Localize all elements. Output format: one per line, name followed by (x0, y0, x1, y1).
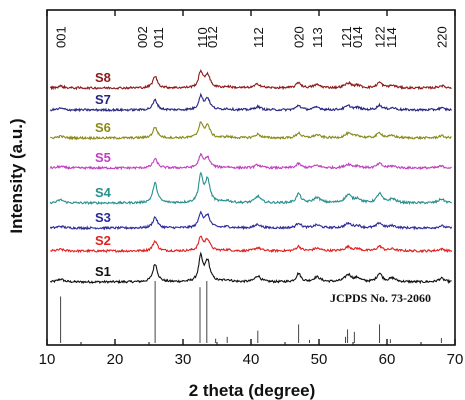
peak-label: 002 (135, 26, 150, 48)
series-line-s3 (49, 210, 453, 231)
x-tick-label: 10 (39, 351, 56, 368)
peak-label: 113 (310, 27, 325, 48)
series-line-s5 (49, 152, 452, 171)
series-label-s7: S7 (95, 92, 111, 107)
series-label-s6: S6 (95, 120, 111, 135)
peak-label: 220 (434, 26, 449, 48)
series-line-s7 (49, 92, 452, 113)
x-tick-label: 50 (311, 351, 328, 368)
reference-label: JCPDS No. 73-2060 (330, 291, 431, 305)
x-tick-label: 30 (175, 351, 192, 368)
peak-label: 121 (339, 26, 354, 48)
series-label-s4: S4 (95, 185, 112, 200)
peak-label: 112 (251, 27, 266, 48)
x-tick-label: 60 (379, 351, 396, 368)
series-label-s3: S3 (95, 210, 111, 225)
series-label-s2: S2 (95, 233, 111, 248)
peak-label: 014 (350, 26, 365, 48)
series-line-s2 (50, 235, 453, 254)
series-label-s8: S8 (95, 70, 111, 85)
peak-label: 012 (205, 26, 220, 48)
y-axis-title: Intensity (a.u.) (7, 118, 26, 233)
peak-label: 110 (195, 27, 210, 48)
series-label-s5: S5 (95, 150, 111, 165)
series-line-s8 (49, 68, 452, 91)
peak-label: 114 (384, 27, 399, 48)
x-axis-title: 2 theta (degree) (189, 381, 316, 400)
series-line-s6 (50, 121, 452, 141)
series-label-s1: S1 (95, 264, 111, 279)
x-tick-label: 40 (243, 351, 260, 368)
series-line-s1 (49, 251, 452, 285)
peak-label: 020 (292, 26, 307, 48)
peak-label: 001 (54, 26, 69, 48)
peak-label: 122 (373, 26, 388, 48)
peak-label: 011 (151, 27, 166, 48)
series-line-s4 (49, 171, 452, 206)
x-tick-label: 70 (447, 351, 464, 368)
x-tick-label: 20 (107, 351, 124, 368)
